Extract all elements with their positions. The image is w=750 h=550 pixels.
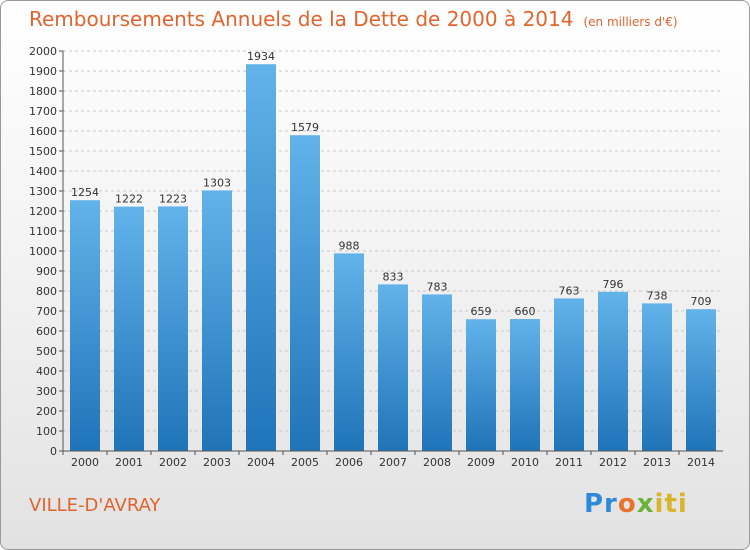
x-tick-label: 2009 xyxy=(467,456,495,469)
bar-2010 xyxy=(510,319,540,451)
bar-2004 xyxy=(246,64,276,451)
y-tick-label: 1500 xyxy=(29,145,57,158)
bar-2008 xyxy=(422,294,452,451)
bar-2006 xyxy=(334,253,364,451)
y-tick-label: 500 xyxy=(36,345,57,358)
x-tick-label: 2005 xyxy=(291,456,319,469)
x-tick-label: 2010 xyxy=(511,456,539,469)
bar-value-label: 659 xyxy=(471,305,492,318)
y-tick-label: 0 xyxy=(50,445,57,458)
y-tick-label: 1600 xyxy=(29,125,57,138)
y-tick-label: 1400 xyxy=(29,165,57,178)
bar-value-label: 988 xyxy=(339,239,360,252)
bar-2013 xyxy=(642,303,672,451)
x-tick-label: 2006 xyxy=(335,456,363,469)
bars: 1254 1222 1223 1303 1934 1579 988 833 783 659 660 7… xyxy=(70,50,716,451)
x-tick-label: 2004 xyxy=(247,456,275,469)
bar-value-label: 1222 xyxy=(115,193,143,206)
bar-value-label: 796 xyxy=(603,278,624,291)
y-axis-ticks: 0 100 200 300 400 500 600 700 800 900 1000 1100 1200… xyxy=(29,45,64,458)
bar-2014 xyxy=(686,309,716,451)
x-tick-label: 2002 xyxy=(159,456,187,469)
x-tick-label: 2013 xyxy=(643,456,671,469)
bar-value-label: 763 xyxy=(559,284,580,297)
city-label: VILLE-D'AVRAY xyxy=(29,495,161,516)
x-tick-label: 2011 xyxy=(555,456,583,469)
bar-value-label: 1223 xyxy=(159,192,187,205)
y-tick-label: 1300 xyxy=(29,185,57,198)
bar-value-label: 738 xyxy=(647,289,668,302)
y-tick-label: 2000 xyxy=(29,45,57,58)
x-tick-label: 2001 xyxy=(115,456,143,469)
y-tick-label: 1100 xyxy=(29,225,57,238)
bar-2000 xyxy=(70,200,100,451)
y-tick-label: 700 xyxy=(36,305,57,318)
bar-value-label: 1254 xyxy=(71,186,99,199)
x-tick-label: 2014 xyxy=(687,456,715,469)
y-tick-label: 400 xyxy=(36,365,57,378)
bar-value-label: 833 xyxy=(383,270,404,283)
x-axis-ticks: 2000 2001 2002 2003 2004 2005 2006 2007 2008 2009… xyxy=(62,450,723,469)
x-tick-label: 2003 xyxy=(203,456,231,469)
x-tick-label: 2000 xyxy=(71,456,99,469)
y-tick-label: 900 xyxy=(36,265,57,278)
bar-2012 xyxy=(598,291,628,451)
x-tick-label: 2012 xyxy=(599,456,627,469)
y-tick-label: 1800 xyxy=(29,85,57,98)
bar-2003 xyxy=(202,190,232,451)
bar-2011 xyxy=(554,298,584,451)
y-tick-label: 200 xyxy=(36,405,57,418)
bar-value-label: 1934 xyxy=(247,50,275,63)
proxiti-logo: Proxiti xyxy=(584,489,688,519)
y-tick-label: 1900 xyxy=(29,65,57,78)
y-tick-label: 1000 xyxy=(29,245,57,258)
bar-2009 xyxy=(466,319,496,451)
bar-2002 xyxy=(158,206,188,451)
chart-subtitle: (en milliers d'€) xyxy=(583,15,678,29)
y-tick-label: 1200 xyxy=(29,205,57,218)
chart-title-text: Remboursements Annuels de la Dette de 20… xyxy=(29,7,574,31)
bar-2007 xyxy=(378,284,408,451)
bar-value-label: 1303 xyxy=(203,176,231,189)
bar-value-label: 783 xyxy=(427,280,448,293)
y-tick-label: 600 xyxy=(36,325,57,338)
bar-value-label: 660 xyxy=(515,305,536,318)
bar-value-label: 1579 xyxy=(291,121,319,134)
x-tick-label: 2007 xyxy=(379,456,407,469)
y-tick-label: 800 xyxy=(36,285,57,298)
x-tick-label: 2008 xyxy=(423,456,451,469)
y-tick-label: 100 xyxy=(36,425,57,438)
y-tick-label: 1700 xyxy=(29,105,57,118)
chart-title: Remboursements Annuels de la Dette de 20… xyxy=(29,7,678,31)
y-tick-label: 300 xyxy=(36,385,57,398)
bar-value-label: 709 xyxy=(691,295,712,308)
bar-2001 xyxy=(114,206,144,451)
bar-2005 xyxy=(290,135,320,451)
